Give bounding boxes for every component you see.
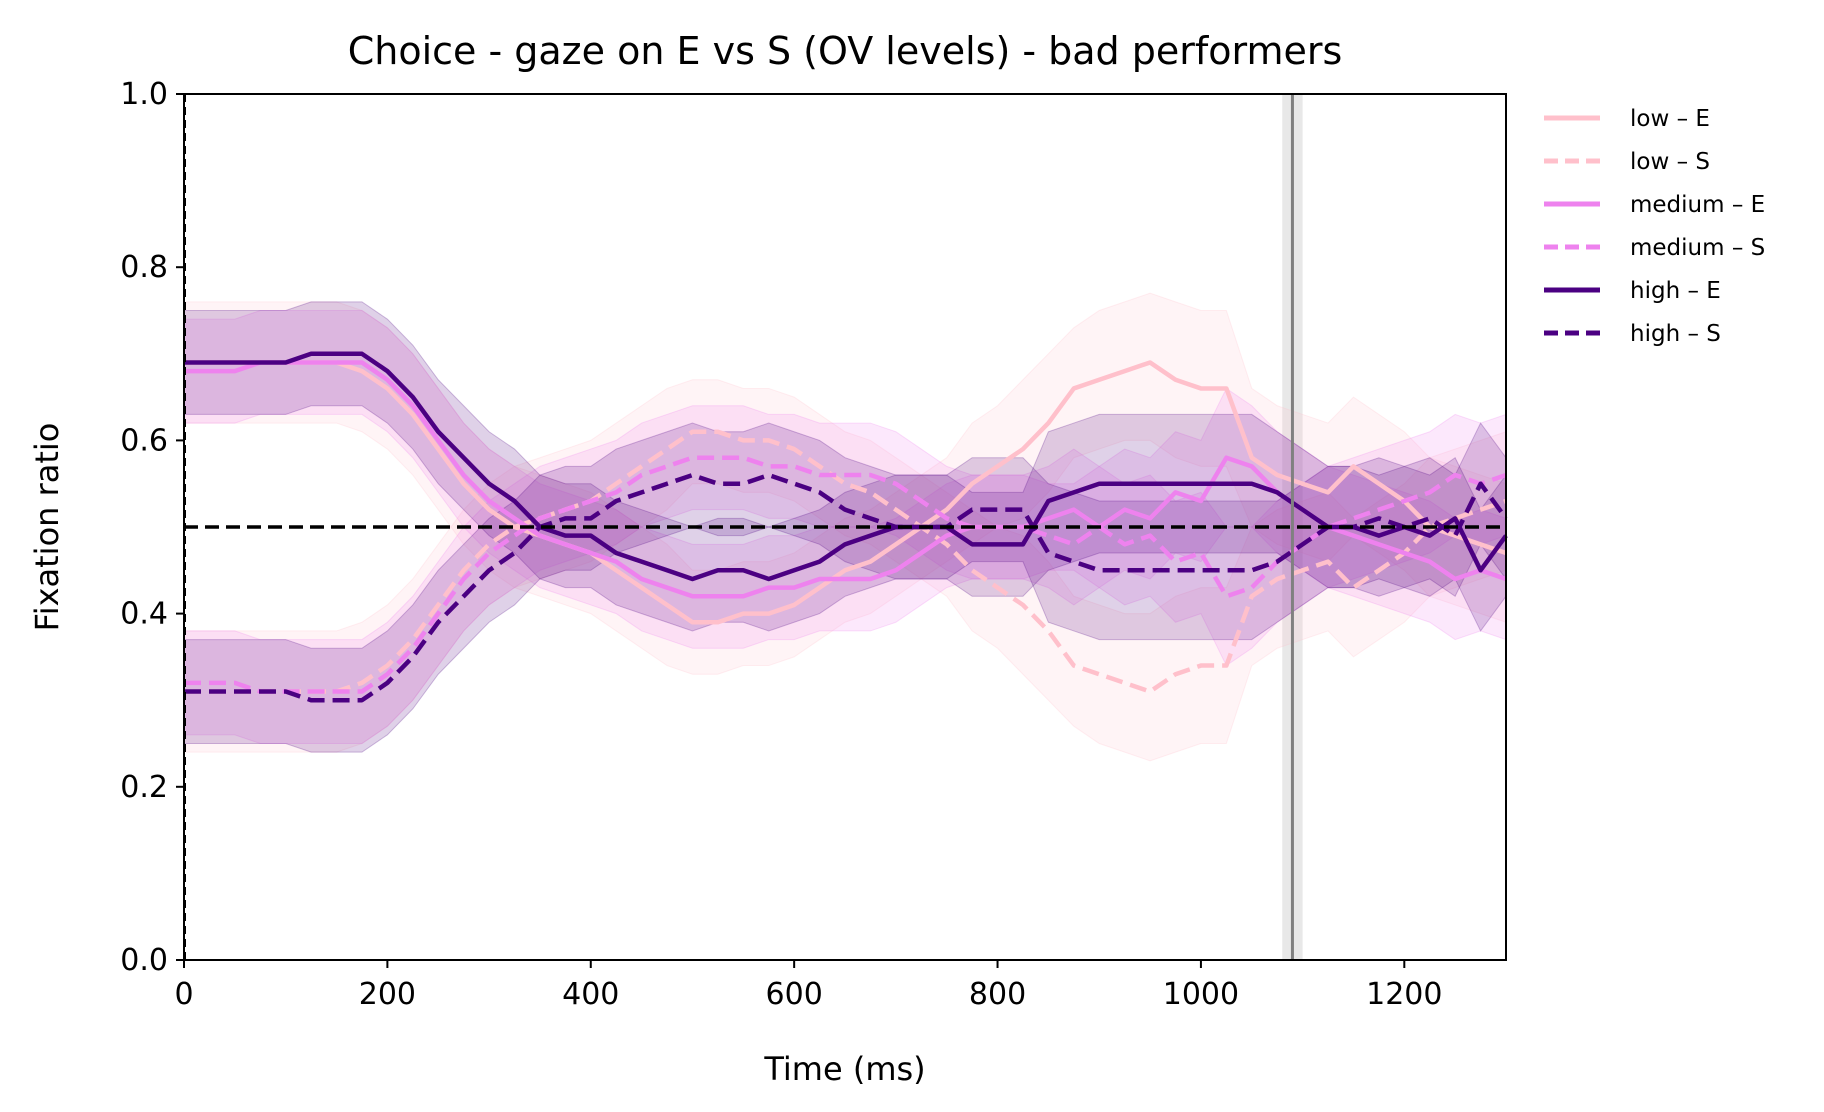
legend-label-0: low – E (1630, 106, 1710, 132)
y-tick-label: 1.0 (120, 77, 168, 112)
y-tick-label: 0.8 (120, 250, 168, 285)
series-line-1 (184, 429, 1507, 694)
legend-label-5: high – S (1630, 321, 1721, 347)
chart-title: Choice - gaze on E vs S (OV levels) - ba… (348, 29, 1343, 73)
axes: 0 200 400 600 800 1000 1200 0.0 0.2 0.4 0.6 0.8 1.0 (120, 77, 1442, 1012)
series-line-4 (184, 351, 1508, 582)
x-tick-label: 0 (174, 977, 193, 1012)
x-axis-label: Time (ms) (763, 1050, 925, 1088)
x-tick-label: 1000 (1163, 977, 1239, 1012)
series-line-5 (184, 472, 1508, 703)
x-tick-label: 200 (359, 977, 416, 1012)
legend-label-2: medium – E (1630, 192, 1765, 218)
plot-frame (183, 93, 1507, 961)
x-tick-label: 800 (969, 977, 1026, 1012)
y-tick-label: 0.6 (120, 423, 168, 458)
y-tick-label: 0.0 (120, 943, 168, 978)
legend-label-1: low – S (1630, 149, 1710, 175)
series-line-0 (184, 360, 1507, 625)
x-tick-label: 1200 (1366, 977, 1442, 1012)
series-line-3 (184, 455, 1507, 694)
x-tick-label: 600 (766, 977, 823, 1012)
plot-area (183, 94, 1508, 960)
y-axis-label: Fixation ratio (28, 423, 66, 632)
legend-label-3: medium – S (1630, 235, 1765, 261)
x-tick-label: 400 (562, 977, 619, 1012)
y-tick-label: 0.2 (120, 770, 168, 805)
legend-label-4: high – E (1630, 278, 1721, 304)
y-tick-label: 0.4 (120, 597, 168, 632)
legend: low – E low – S medium – E medium – S high –… (1544, 106, 1765, 347)
